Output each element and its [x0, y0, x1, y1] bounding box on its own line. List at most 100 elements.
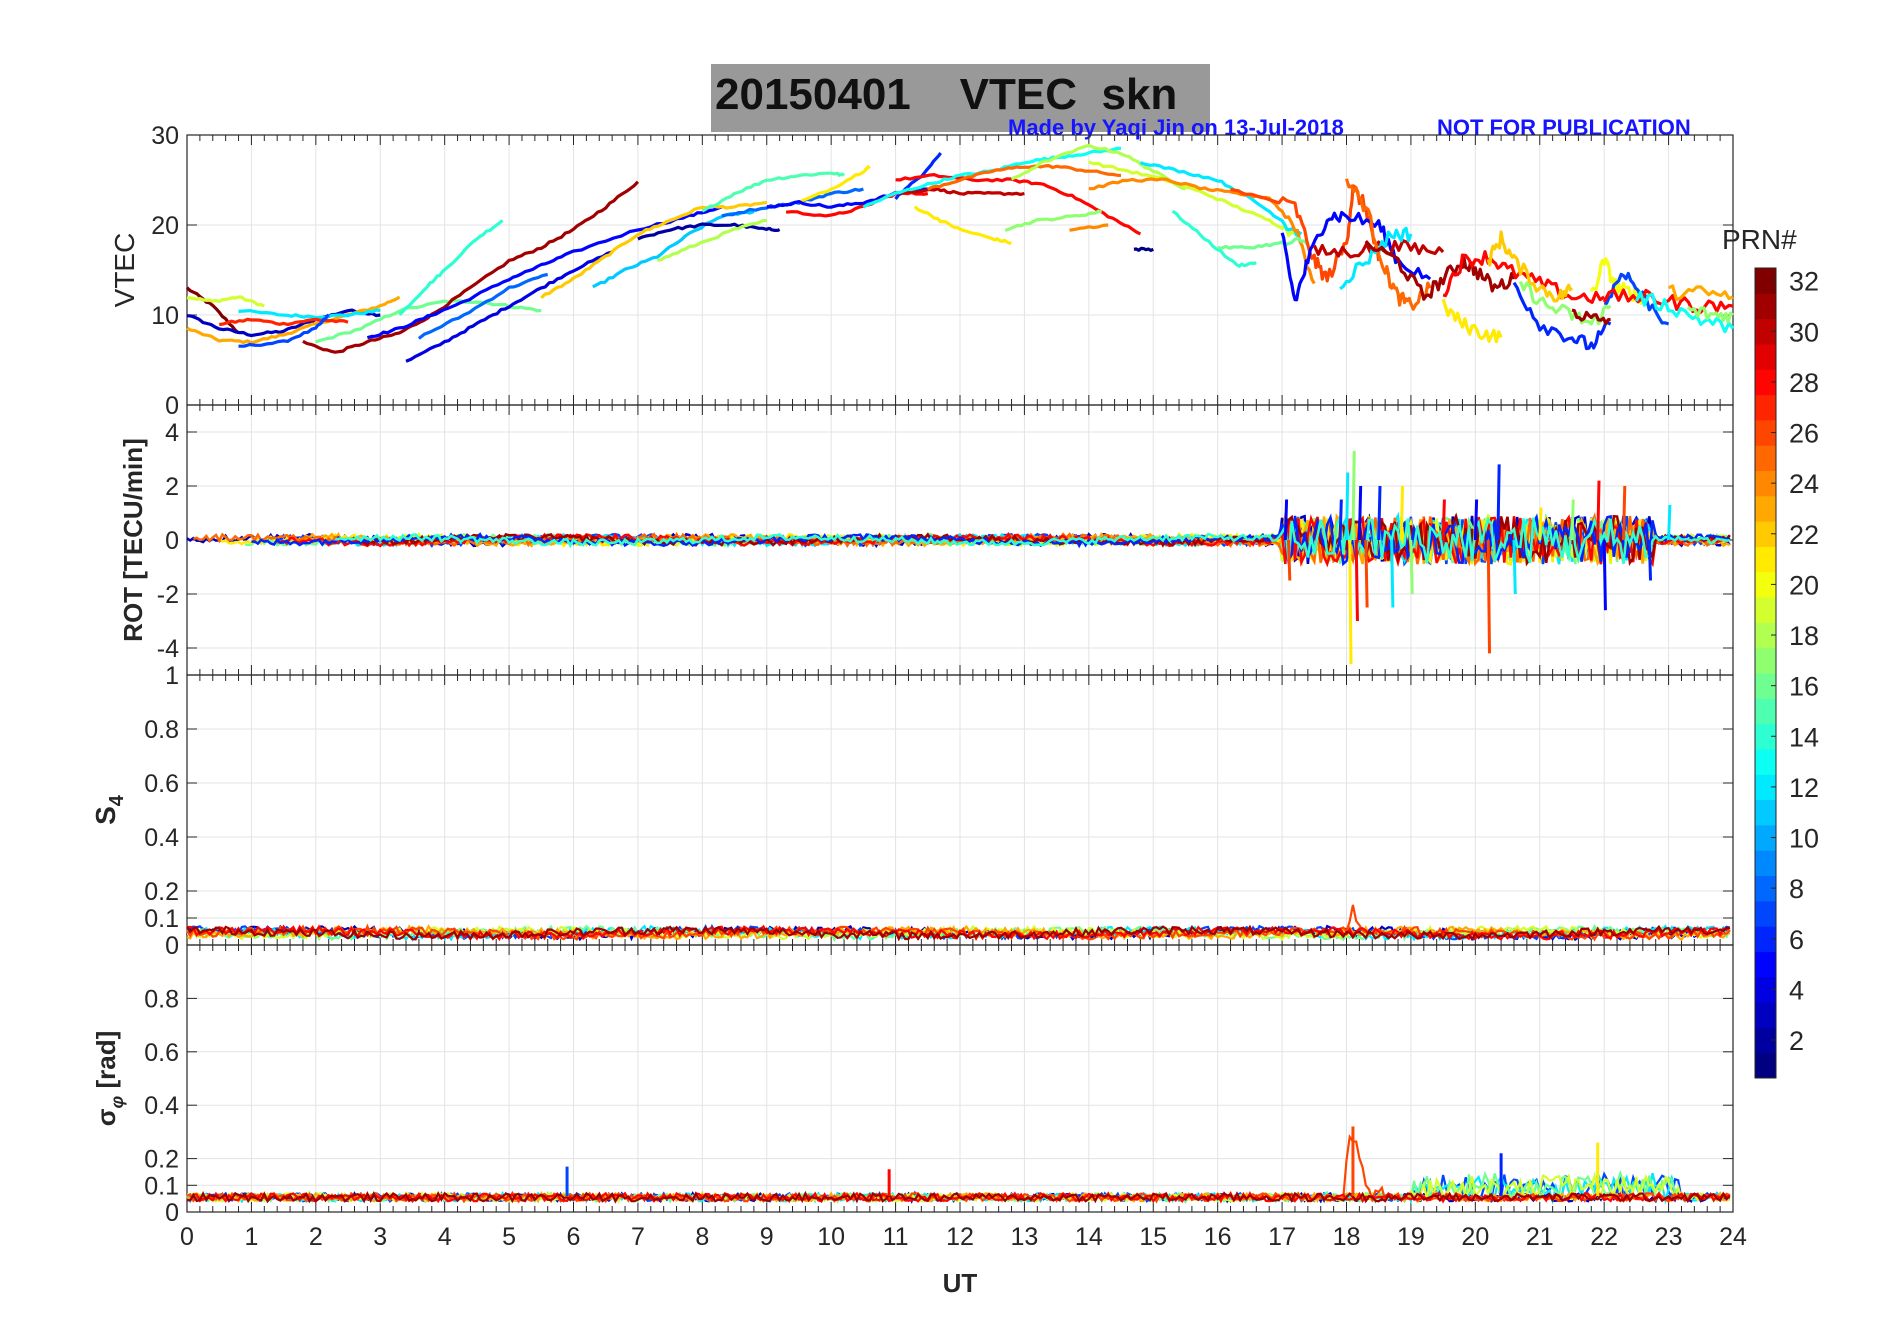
y-tick-label: 0 [165, 527, 179, 555]
rot-spike [1486, 539, 1492, 654]
colorbar-segment [1755, 1027, 1776, 1054]
colorbar-tick-label: 16 [1789, 672, 1819, 702]
vtec-line-prn-31 [1571, 308, 1611, 325]
colorbar-segment [1755, 926, 1776, 952]
x-tick-label: 16 [1204, 1223, 1232, 1251]
colorbar-tick-label: 12 [1789, 773, 1819, 803]
panel-s4: 00.10.2 0.4 0.6 0.8 1 [144, 662, 1734, 960]
colorbar-segment [1755, 875, 1776, 902]
colorbar-segment [1755, 571, 1776, 598]
vtec-line-prn-28 [895, 173, 1142, 236]
x-tick-label: 0 [180, 1223, 194, 1251]
vtec-line-prn-8 [417, 272, 548, 340]
colorbar-segment [1755, 622, 1776, 649]
colorbar-tick-label: 30 [1789, 317, 1819, 347]
vtec-line-prn-13 [1634, 290, 1735, 334]
y-tick-label: 0.6 [144, 1039, 179, 1067]
vtec-line-prn-31 [1364, 240, 1516, 301]
rot-spike [1602, 539, 1607, 611]
colorbar-segment [1755, 293, 1776, 320]
colorbar-segment [1755, 318, 1776, 345]
x-tick-label: 12 [946, 1223, 974, 1251]
colorbar-tick-label: 32 [1789, 267, 1819, 297]
colorbar-segment [1755, 521, 1776, 547]
y-tick-label: 4 [165, 419, 179, 447]
colorbar-tick-label: 10 [1789, 824, 1819, 854]
colorbar-frame [1754, 267, 1777, 1079]
rot-line-prn-14 [334, 512, 1730, 565]
vtec-line-prn-22 [540, 200, 768, 299]
colorbar-segment [1755, 1052, 1776, 1079]
colorbar-segment [1755, 445, 1776, 471]
y-tick-label: 0.1 [144, 905, 179, 933]
colorbar-segment [1755, 419, 1776, 446]
rot-spike [1364, 539, 1369, 608]
vtec-line-prn-18 [1010, 143, 1186, 191]
vtec-line-prn-23 [1667, 284, 1734, 302]
rot-spike [1338, 499, 1343, 541]
panel-vtec: 0 10 20 30 [151, 122, 1734, 420]
vtec-line-prn-16 [1217, 237, 1310, 250]
vtec-line-prn-24 [1088, 177, 1316, 285]
s4-series [185, 904, 1731, 942]
colorbar-segment [1755, 470, 1776, 497]
vtec-line-prn-7 [1603, 271, 1670, 326]
panel-rot: -4 -2 0 2 4 [157, 404, 1734, 676]
colorbar-segment [1755, 673, 1776, 699]
colorbar-segment [1755, 774, 1776, 801]
colorbar-segment [1755, 976, 1776, 1003]
rot-spike [1596, 480, 1601, 541]
colorbar-label: PRN# [1722, 224, 1797, 255]
vtec-line-prn-32 [185, 286, 240, 335]
colorbar-segment [1755, 824, 1776, 851]
x-tick-label: 3 [373, 1223, 387, 1251]
y-tick-label: 0.8 [144, 985, 179, 1013]
rot-spike [1357, 485, 1363, 541]
title-station: skn [1101, 70, 1178, 119]
colorbar-segment [1755, 748, 1776, 775]
x-tick-label: 13 [1011, 1223, 1039, 1251]
colorbar-tick-label: 20 [1789, 570, 1819, 600]
y-tick-label: 0.1 [144, 1172, 179, 1200]
rot-spike [1390, 539, 1395, 608]
vtec-line-prn-2 [637, 222, 781, 241]
vtec-line-prn-15 [701, 171, 846, 213]
vtec-line-prn-17 [1004, 209, 1102, 232]
prn-colorbar: 32 30 28 26 24 22 20 18 16 14 12 10 8 6 4 2 PRN# [1722, 224, 1819, 1079]
rot-spike [1570, 499, 1575, 541]
publication-notice: NOT FOR PUBLICATION [1437, 115, 1691, 140]
y-tick-label: 0.8 [144, 716, 179, 744]
vtec-line-prn-21 [913, 205, 1012, 245]
vtec-line-prn-28 [1602, 288, 1734, 314]
vtec-line-prn-14 [398, 219, 504, 316]
vtec-line-prn-31 [302, 180, 640, 354]
vtec-line-prn-28 [1442, 250, 1606, 304]
y-tick-label: 0 [165, 932, 179, 960]
y-axis-label-vtec: VTEC [109, 233, 140, 308]
colorbar-tick-label: 14 [1789, 722, 1819, 752]
y-tick-label: 0.4 [144, 1092, 179, 1120]
x-tick-label: 9 [760, 1223, 774, 1251]
rot-spike [1354, 539, 1359, 622]
rot-spike [1348, 539, 1353, 665]
vtec-line-prn-5 [366, 205, 723, 340]
vtec-line-prn-19 [1088, 160, 1296, 238]
colorbar-segment [1755, 698, 1776, 725]
s4-line-prn-31 [186, 924, 1730, 942]
vtec-line-prn-14 [1171, 209, 1257, 268]
vtec-line-prn-30 [895, 187, 1025, 197]
vtec-line-prn-6 [1512, 281, 1612, 351]
sigma-phi-series [186, 1126, 1731, 1205]
colorbar-tick-label: 4 [1789, 975, 1804, 1005]
rot-spike [1409, 539, 1414, 595]
y-tick-label: 0.4 [144, 824, 179, 852]
title-product: VTEC [959, 70, 1078, 119]
rot-spike [1351, 450, 1356, 541]
x-tick-label: 1 [244, 1223, 258, 1251]
x-tick-label: 11 [883, 1223, 909, 1251]
rot-spike [1496, 464, 1501, 541]
rot-spike [1512, 539, 1517, 595]
colorbar-segment [1755, 900, 1776, 927]
colorbar-segment [1755, 951, 1776, 978]
